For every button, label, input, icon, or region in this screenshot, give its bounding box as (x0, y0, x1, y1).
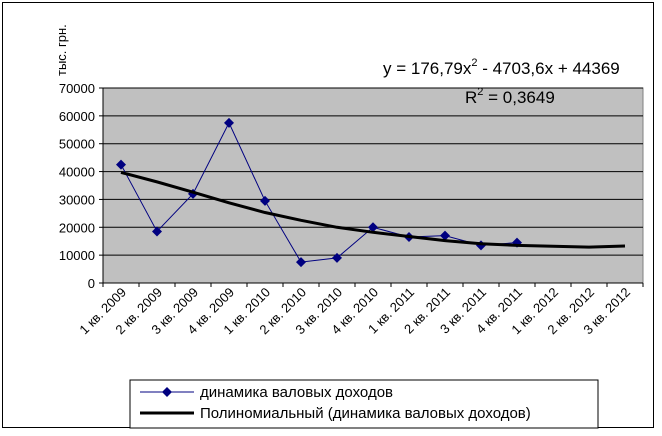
series-line (120, 121, 518, 263)
legend-series-marker (162, 387, 172, 397)
trend-equation-rest: - 4703,6x + 44369 (478, 59, 620, 78)
y-tick-label: 40000 (59, 165, 95, 180)
y-tick-label: 30000 (59, 192, 95, 207)
trendline (120, 170, 626, 249)
data-point (332, 252, 342, 263)
legend: динамика валовых доходов Полиномиальный … (129, 379, 599, 429)
y-tick-label: 20000 (59, 220, 95, 235)
trendline-path (120, 170, 626, 249)
y-tick-label: 0 (88, 276, 95, 291)
trend-equation: y = 176,79x2 - 4703,6x + 44369 (383, 57, 620, 78)
data-point (152, 226, 162, 237)
r-squared: R2 = 0,3649 (465, 86, 555, 107)
r-squared-rest: = 0,3649 (483, 88, 554, 107)
y-tick-label: 10000 (59, 248, 95, 263)
y-tick-label: 50000 (59, 137, 95, 152)
plot-area (102, 87, 644, 284)
r-squared-sup: 2 (477, 86, 483, 98)
data-point (260, 195, 270, 206)
data-point (224, 117, 234, 128)
data-point (296, 257, 306, 268)
data-point (116, 159, 126, 170)
r-squared-main: R (465, 88, 477, 107)
trend-equation-main: y = 176,79x (383, 59, 472, 78)
legend-trend-label: Полиномиальный (динамика валовых доходов… (200, 405, 531, 422)
trend-equation-sup: 2 (471, 57, 477, 69)
legend-series-label: динамика валовых доходов (200, 384, 393, 401)
data-point (368, 222, 378, 233)
data-point (440, 230, 450, 241)
y-axis-ticks: 0 10000 20000 30000 40000 50000 60000 70000 (59, 81, 104, 291)
y-tick-label: 60000 (59, 109, 95, 124)
legend-box (129, 379, 599, 429)
y-tick-label: 70000 (59, 81, 95, 96)
y-axis-label: тыс. грн. (54, 24, 69, 76)
